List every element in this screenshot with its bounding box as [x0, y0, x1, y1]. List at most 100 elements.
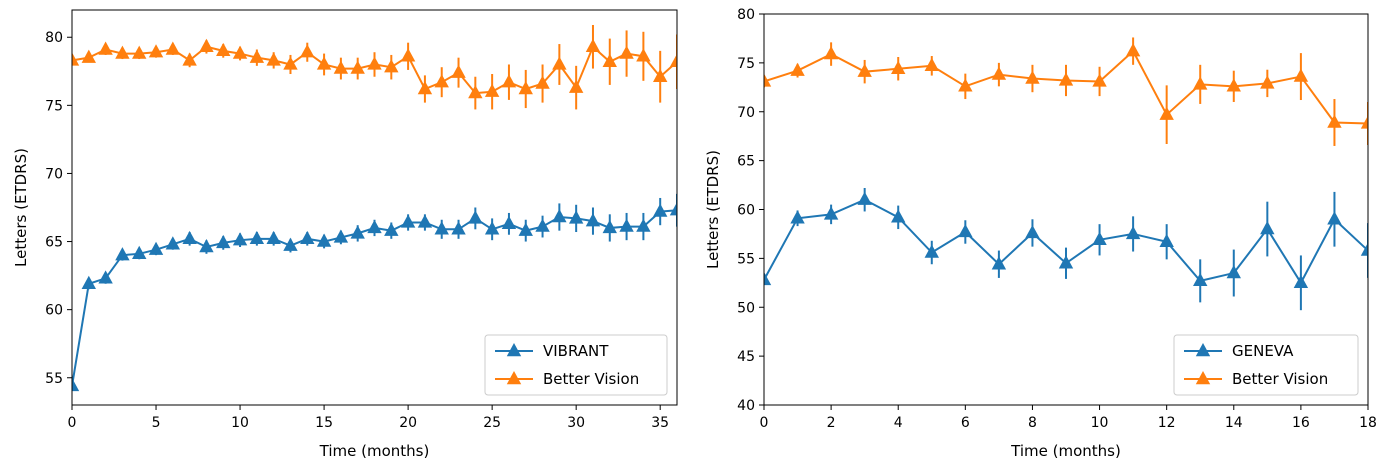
data-point: [602, 219, 617, 234]
legend-swatch-marker: [506, 343, 522, 357]
data-point: [417, 214, 433, 228]
y-tick-label: 60: [737, 203, 755, 219]
data-point: [636, 218, 651, 232]
data-point: [1327, 211, 1342, 225]
legend-label: VIBRANT: [543, 342, 609, 360]
axes-frame: [71, 9, 678, 406]
y-tick-label: 55: [737, 251, 755, 267]
data-point: [535, 218, 550, 232]
x-tick-label: 5: [152, 415, 161, 431]
x-tick-label: 16: [1292, 415, 1310, 431]
data-point: [823, 46, 839, 60]
x-tick-label: 2: [827, 415, 836, 431]
data-point: [367, 56, 382, 70]
data-point: [568, 210, 584, 224]
data-point: [249, 230, 265, 245]
data-point: [1226, 265, 1241, 279]
legend-swatch-marker: [1195, 343, 1211, 357]
data-point: [924, 57, 939, 72]
x-tick-label: 12: [1158, 415, 1176, 431]
y-tick-label: 80: [45, 30, 63, 46]
data-point: [232, 45, 248, 59]
data-point: [501, 215, 517, 230]
x-tick-label: 10: [231, 415, 249, 431]
right-chart-panel: 0 2 4 6 8 10 12 14 16 18 40 45 50 55 60 65 70 75 80 Time (m…: [704, 7, 1377, 460]
data-point: [1092, 73, 1107, 87]
x-tick-label: 4: [894, 415, 903, 431]
data-point: [1092, 231, 1107, 246]
data-point: [468, 210, 483, 224]
data-point: [790, 210, 805, 224]
x-tick-label: 30: [567, 415, 585, 431]
data-point: [1125, 225, 1141, 240]
data-point: [434, 221, 449, 235]
series-vibrant: [72, 193, 677, 392]
x-tick-label: 25: [483, 415, 501, 431]
data-point: [400, 214, 416, 228]
legend-swatch-marker: [506, 371, 522, 385]
data-point: [300, 230, 315, 245]
x-axis-label: Time (months): [319, 442, 430, 460]
data-point: [98, 41, 113, 55]
data-point: [636, 48, 651, 62]
data-point: [165, 236, 181, 250]
data-point: [764, 73, 772, 87]
data-point: [552, 56, 567, 70]
x-tick-label: 0: [760, 415, 769, 431]
data-point: [1159, 233, 1174, 247]
data-point: [384, 59, 399, 73]
data-point: [434, 74, 449, 88]
x-axis-label: Time (months): [1010, 442, 1121, 460]
data-point: [585, 38, 601, 52]
data-point: [1159, 106, 1174, 120]
data-point: [316, 233, 332, 247]
data-point: [552, 209, 567, 223]
data-point: [619, 45, 634, 59]
data-point: [891, 209, 906, 223]
data-point: [1260, 221, 1275, 235]
data-point: [72, 377, 80, 392]
data-point: [518, 81, 533, 95]
y-tick-label: 65: [737, 154, 755, 170]
data-point: [72, 52, 80, 66]
series-better-vision: [72, 24, 677, 110]
x-tick-label: 18: [1359, 415, 1377, 431]
legend: GENEVA Better Vision: [1173, 334, 1359, 396]
data-point: [857, 63, 872, 77]
data-point: [619, 218, 634, 232]
data-point: [249, 49, 265, 63]
data-point: [216, 42, 231, 57]
legend-swatch-marker: [1195, 371, 1211, 385]
data-point: [115, 45, 130, 59]
y-tick-label: 40: [737, 398, 755, 414]
data-point: [669, 53, 677, 67]
data-point: [484, 221, 500, 235]
data-point: [602, 53, 617, 67]
y-tick-label: 55: [45, 371, 63, 387]
legend-label: GENEVA: [1232, 342, 1294, 360]
data-point: [669, 202, 677, 216]
data-point: [991, 256, 1007, 270]
data-point: [81, 49, 97, 63]
data-point: [857, 191, 872, 205]
data-point: [652, 68, 668, 82]
x-tick-label: 8: [1028, 415, 1037, 431]
data-point: [182, 230, 197, 245]
x-tick-label: 20: [399, 415, 417, 431]
x-tick-label: 14: [1225, 415, 1243, 431]
x-tick-label: 6: [961, 415, 970, 431]
data-point: [232, 232, 248, 246]
data-point: [958, 223, 973, 238]
data-point: [300, 44, 315, 58]
legend-label: Better Vision: [543, 370, 639, 388]
data-point: [81, 275, 97, 289]
data-point: [1360, 115, 1368, 129]
data-point: [535, 75, 550, 89]
data-point: [132, 45, 147, 59]
data-point: [1293, 274, 1309, 289]
data-point: [1025, 224, 1040, 239]
data-point: [1058, 255, 1074, 269]
data-point: [1193, 272, 1208, 287]
data-point: [924, 244, 939, 258]
